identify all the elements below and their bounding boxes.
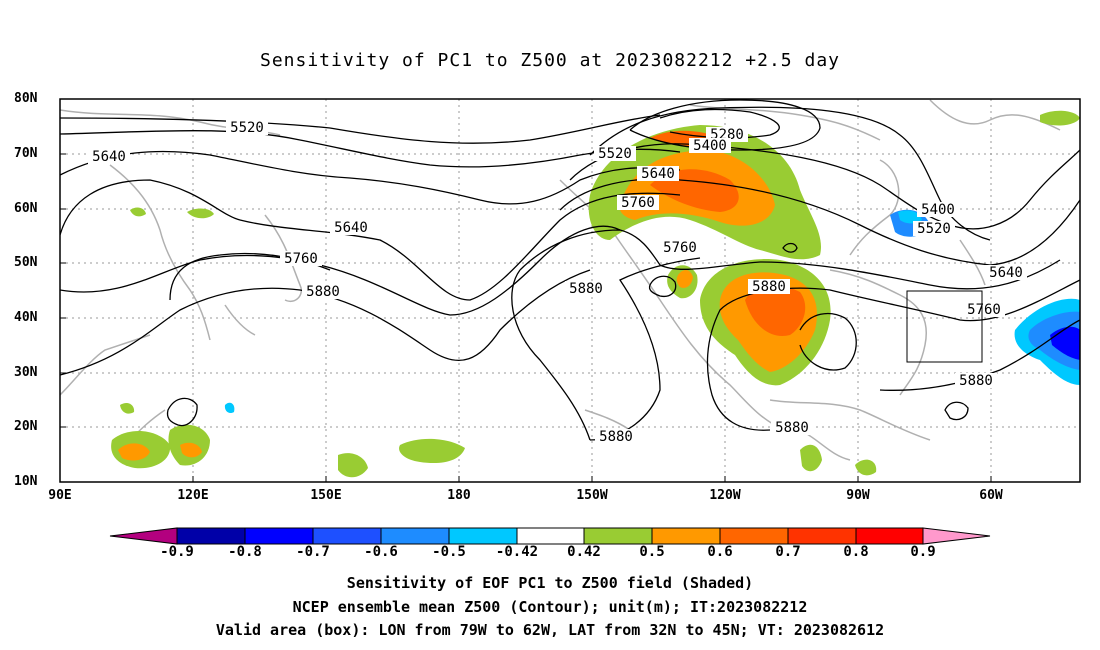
colorbar-label: 0.8 <box>843 544 869 560</box>
contour-label: 5640 <box>92 149 126 165</box>
colorbar-cell <box>922 527 991 545</box>
lon-label: 150W <box>576 488 608 503</box>
colorbar-cell <box>244 527 314 545</box>
colorbar-cell <box>109 527 178 545</box>
contour-label: 5880 <box>775 420 809 436</box>
contour-label: 5640 <box>989 265 1023 281</box>
colorbar-cell <box>448 527 518 545</box>
grid-lines <box>60 99 1080 482</box>
colorbar-cell <box>787 527 857 545</box>
lat-label: 50N <box>14 255 38 270</box>
lat-label: 20N <box>14 419 38 434</box>
contour-label: 5760 <box>621 195 655 211</box>
lat-label: 10N <box>14 474 38 489</box>
contour-label: 5640 <box>641 166 675 182</box>
axis-ticks <box>60 98 992 483</box>
colorbar-cell <box>516 527 585 545</box>
contour-label: 5880 <box>569 281 603 297</box>
colorbar-cell <box>380 527 450 545</box>
lat-label: 60N <box>14 201 38 216</box>
colorbar-label: -0.9 <box>160 544 194 560</box>
lon-label: 60W <box>979 488 1003 503</box>
contour-label: 5400 <box>693 138 727 154</box>
colorbar-label: -0.42 <box>495 544 539 560</box>
lon-label: 90W <box>846 488 870 503</box>
colorbar-label: -0.6 <box>364 544 398 560</box>
contour-label: 5880 <box>959 373 993 389</box>
lon-label: 180 <box>447 488 471 503</box>
contour-labels: 5520 5640 5640 5760 5880 5520 5280 5400 … <box>88 120 1027 445</box>
contour-label: 5760 <box>663 240 697 256</box>
colorbar-label: -0.5 <box>432 544 466 560</box>
contour-label: 5880 <box>306 284 340 300</box>
lat-label: 70N <box>14 146 38 161</box>
colorbar-label: 0.42 <box>567 544 601 560</box>
z500-contours <box>60 99 1080 441</box>
contour-label: 5760 <box>284 251 318 267</box>
lon-label: 120E <box>177 488 209 503</box>
map-title: Sensitivity of PC1 to Z500 at 2023082212… <box>259 50 840 71</box>
lat-label: 40N <box>14 310 38 325</box>
colorbar-label: 0.6 <box>707 544 733 560</box>
contour-label: 5880 <box>599 429 633 445</box>
contour-label: 5760 <box>967 302 1001 318</box>
colorbar-label: -0.8 <box>228 544 262 560</box>
colorbar-label: -0.7 <box>296 544 330 560</box>
lon-label: 150E <box>310 488 342 503</box>
plot-frame <box>59 98 1081 483</box>
colorbar-label: 0.9 <box>910 544 936 560</box>
colorbar-cell <box>583 527 653 545</box>
valid-area-box <box>906 290 983 363</box>
caption-contour: NCEP ensemble mean Z500 (Contour); unit(… <box>292 598 808 616</box>
contour-label: 5520 <box>598 146 632 162</box>
contour-label: 5520 <box>917 221 951 237</box>
colorbar-cell <box>719 527 789 545</box>
contour-label: 5880 <box>752 279 786 295</box>
caption-valid-area: Valid area (box): LON from 79W to 62W, L… <box>215 621 885 639</box>
contour-label: 5640 <box>334 220 368 236</box>
lat-label: 30N <box>14 365 38 380</box>
contour-label: 5400 <box>921 202 955 218</box>
coastlines <box>60 99 1061 461</box>
colorbar-cell <box>651 527 721 545</box>
colorbar-cell <box>176 527 246 545</box>
lon-label: 120W <box>709 488 741 503</box>
colorbar-cell <box>312 527 382 545</box>
lat-label: 80N <box>14 91 38 106</box>
colorbar-label: 0.5 <box>639 544 665 560</box>
lon-label: 90E <box>48 488 72 503</box>
caption-shading: Sensitivity of EOF PC1 to Z500 field (Sh… <box>346 574 754 592</box>
colorbar-cell <box>855 527 924 545</box>
colorbar <box>109 527 991 545</box>
colorbar-label: 0.7 <box>775 544 801 560</box>
contour-label: 5520 <box>230 120 264 136</box>
